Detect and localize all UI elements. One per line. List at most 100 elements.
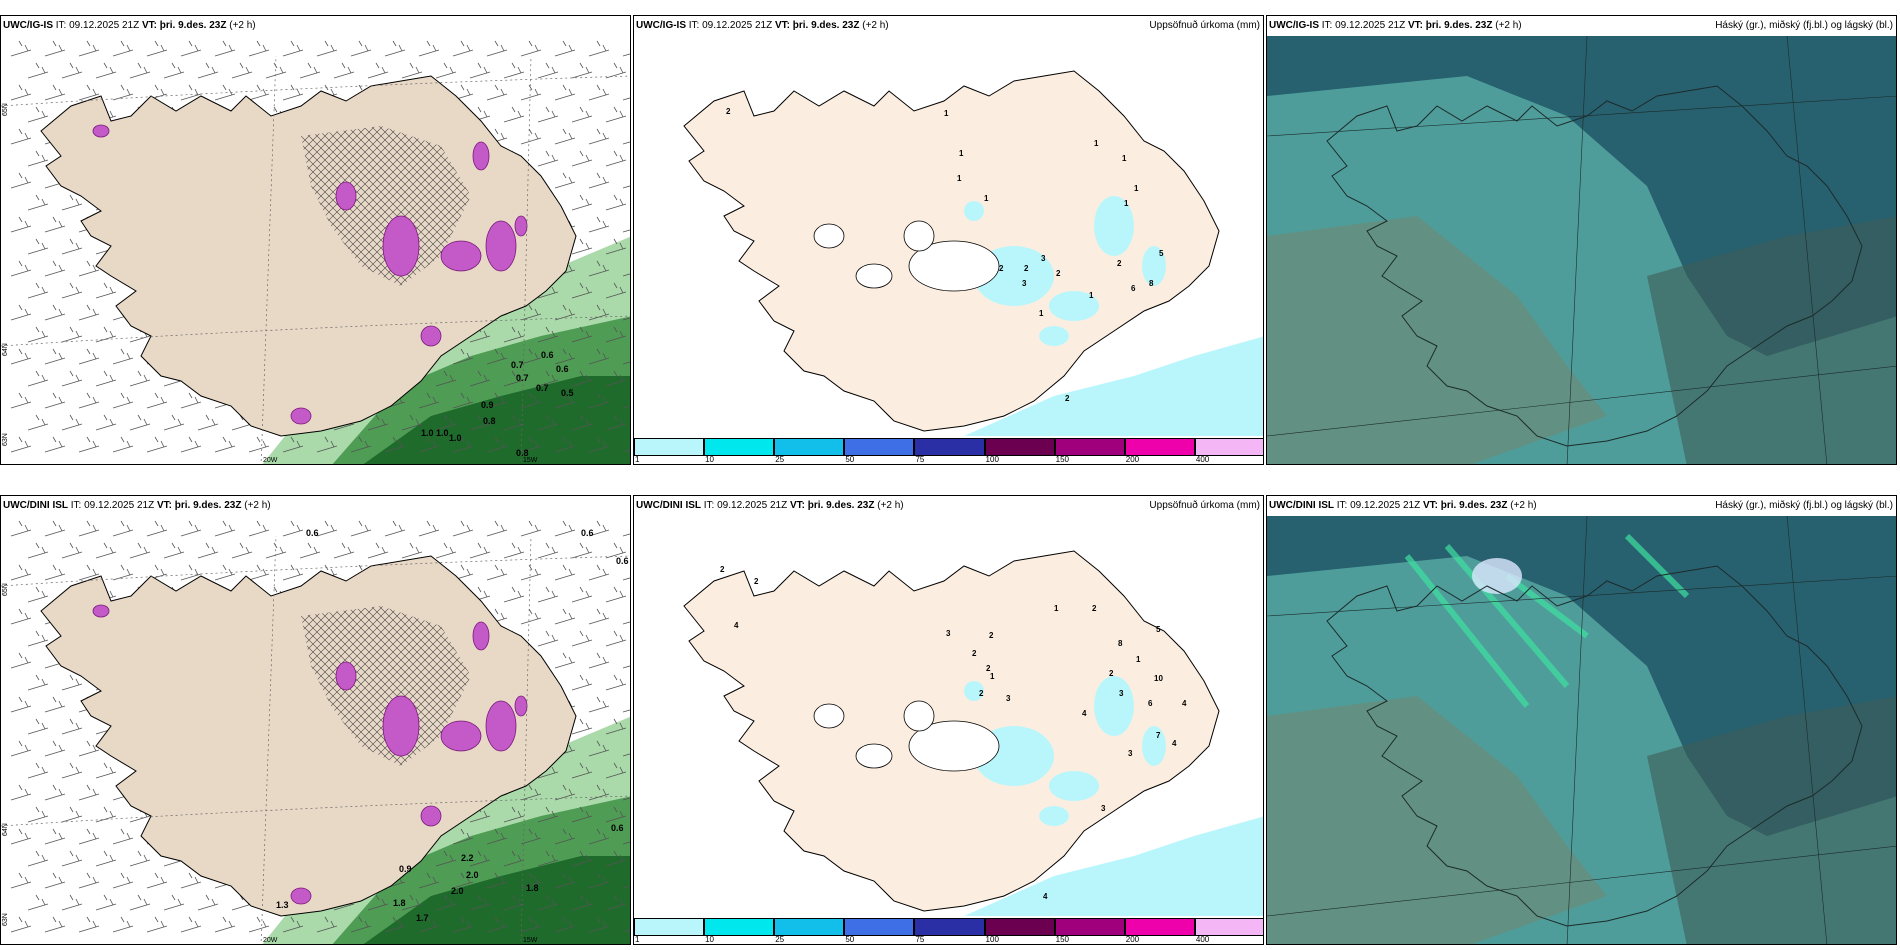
wind-value: 2.2 bbox=[461, 853, 474, 863]
colorbar-label: 75 bbox=[915, 935, 925, 944]
precip-value: 1 bbox=[1124, 199, 1129, 208]
colorbar-cell bbox=[704, 438, 775, 456]
colorbar-label: 400 bbox=[1195, 935, 1210, 944]
glaciers bbox=[813, 700, 1000, 772]
colorbar-label: 25 bbox=[775, 935, 785, 944]
high-cloud-streak bbox=[1444, 544, 1570, 688]
colorbar-label: 75 bbox=[915, 455, 925, 464]
precip-value: 3 bbox=[1022, 279, 1027, 288]
valid-label: VT: bbox=[774, 20, 790, 31]
precip-patch bbox=[964, 201, 984, 221]
high-cloud-streak bbox=[1505, 573, 1589, 639]
sea-precip bbox=[964, 336, 1263, 436]
precip-value: 3 bbox=[1006, 694, 1011, 703]
mid-cloud-area bbox=[1267, 216, 1607, 464]
colorbar-cell bbox=[914, 438, 985, 456]
magenta-cell bbox=[335, 661, 357, 691]
colorbar-label: 1 bbox=[635, 455, 640, 464]
precip-value: 3 bbox=[1041, 254, 1046, 263]
model-name: UWC/IG-IS bbox=[1269, 20, 1319, 31]
magenta-cell bbox=[335, 181, 357, 211]
precip-value: 10 bbox=[1154, 674, 1163, 683]
magenta-cells bbox=[92, 604, 528, 905]
glacier bbox=[903, 700, 935, 732]
wind-map: 65N 64N 63N 20W 15W 0.6 0.7 0.7 0.6 0.7 0.5 0.9 0.8 1… bbox=[1, 36, 630, 465]
panel-header: UWC/DINI ISL IT: 09.12.2025 21Z VT: þri.… bbox=[634, 496, 1263, 516]
precip-colorbar bbox=[634, 438, 1263, 456]
colorbar-cell bbox=[704, 918, 775, 936]
precip-value: 2 bbox=[1065, 394, 1070, 403]
lon-label: 15W bbox=[523, 937, 538, 944]
magenta-cell bbox=[92, 604, 110, 618]
precip-value: 4 bbox=[1043, 892, 1048, 901]
precip-value: 1 bbox=[1039, 309, 1044, 318]
panel-title: Háský (gr.), miðský (fj.bl.) og lágský (… bbox=[1715, 20, 1893, 31]
precip-value: 1 bbox=[1122, 154, 1127, 163]
precip-value: 2 bbox=[1024, 264, 1029, 273]
model-name: UWC/IG-IS bbox=[636, 20, 686, 31]
precip-value: 4 bbox=[1082, 709, 1087, 718]
wind-value: 0.8 bbox=[483, 416, 496, 426]
colorbar-cell bbox=[984, 918, 1055, 936]
wind-value: 0.6 bbox=[306, 528, 319, 538]
precip-value: 8 bbox=[1118, 639, 1123, 648]
init-time: 09.12.2025 21Z bbox=[717, 500, 788, 511]
precip-value: 5 bbox=[1156, 625, 1161, 634]
glacier bbox=[908, 720, 1000, 772]
wind-value: 0.9 bbox=[386, 463, 399, 465]
lat-label: 64N bbox=[2, 343, 9, 356]
glacier bbox=[903, 220, 935, 252]
glacier bbox=[855, 263, 893, 289]
wind-value: 0.7 bbox=[516, 373, 529, 383]
magenta-cell bbox=[92, 124, 110, 138]
lead-time: (+2 h) bbox=[862, 20, 889, 31]
init-time: 09.12.2025 21Z bbox=[1350, 500, 1421, 511]
model-name: UWC/DINI ISL bbox=[3, 500, 68, 511]
colorbar-label: 400 bbox=[1195, 455, 1210, 464]
mid-cloud-area bbox=[1267, 696, 1607, 944]
colorbar-labels: 1 10 25 50 75 100 150 200 400 bbox=[634, 455, 1263, 464]
precip-patch bbox=[1039, 806, 1069, 826]
panel-header: UWC/IG-IS IT: 09.12.2025 21Z VT: þri. 9.… bbox=[634, 16, 1263, 36]
precip-value: 2 bbox=[1092, 604, 1097, 613]
lead-time: (+2 h) bbox=[1495, 20, 1522, 31]
cloud-map bbox=[1267, 516, 1896, 944]
dark-cloud-area bbox=[1647, 696, 1896, 944]
magenta-cell bbox=[485, 220, 517, 272]
wind-value: 0.6 bbox=[611, 823, 624, 833]
colorbar-cell bbox=[914, 918, 985, 936]
magenta-cell bbox=[290, 407, 312, 425]
colorbar-cell bbox=[1124, 438, 1195, 456]
wind-value: 1.7 bbox=[416, 913, 429, 923]
wind-value: 0.6 bbox=[616, 556, 629, 566]
magenta-cell bbox=[440, 240, 482, 272]
panel-title: Háský (gr.), miðský (fj.bl.) og lágský (… bbox=[1715, 500, 1893, 511]
init-time: 09.12.2025 21Z bbox=[1335, 20, 1406, 31]
colorbar-label: 25 bbox=[775, 455, 785, 464]
valid-label: VT: bbox=[156, 500, 172, 511]
wind-value: 1.0 bbox=[436, 428, 449, 438]
high-cloud-streaks bbox=[1404, 533, 1690, 708]
valid-time: þri. 9.des. 23Z bbox=[174, 500, 242, 511]
precip-value: 2 bbox=[1056, 269, 1061, 278]
precip-value: 1 bbox=[957, 174, 962, 183]
wind-value: 1.8 bbox=[393, 898, 406, 908]
precip-value: 6 bbox=[1131, 284, 1136, 293]
wind-value: 0.5 bbox=[561, 388, 574, 398]
precip-value: 1 bbox=[984, 194, 989, 203]
wind-value: 2.0 bbox=[466, 870, 479, 880]
init-time: 09.12.2025 21Z bbox=[84, 500, 155, 511]
colorbar-label: 200 bbox=[1125, 455, 1140, 464]
init-label: IT: bbox=[1336, 500, 1348, 511]
panel-header: UWC/IG-IS IT: 09.12.2025 21Z VT: þri. 9.… bbox=[1267, 16, 1896, 36]
precip-value: 4 bbox=[1182, 699, 1187, 708]
precip-value: 1 bbox=[959, 149, 964, 158]
init-label: IT: bbox=[703, 500, 715, 511]
wind-value: 0.8 bbox=[516, 448, 529, 458]
init-label: IT: bbox=[70, 500, 82, 511]
valid-time: þri. 9.des. 23Z bbox=[1440, 500, 1508, 511]
model-name: UWC/DINI ISL bbox=[1269, 500, 1334, 511]
colorbar-cell bbox=[634, 438, 705, 456]
high-cloud-streak bbox=[1404, 554, 1530, 708]
